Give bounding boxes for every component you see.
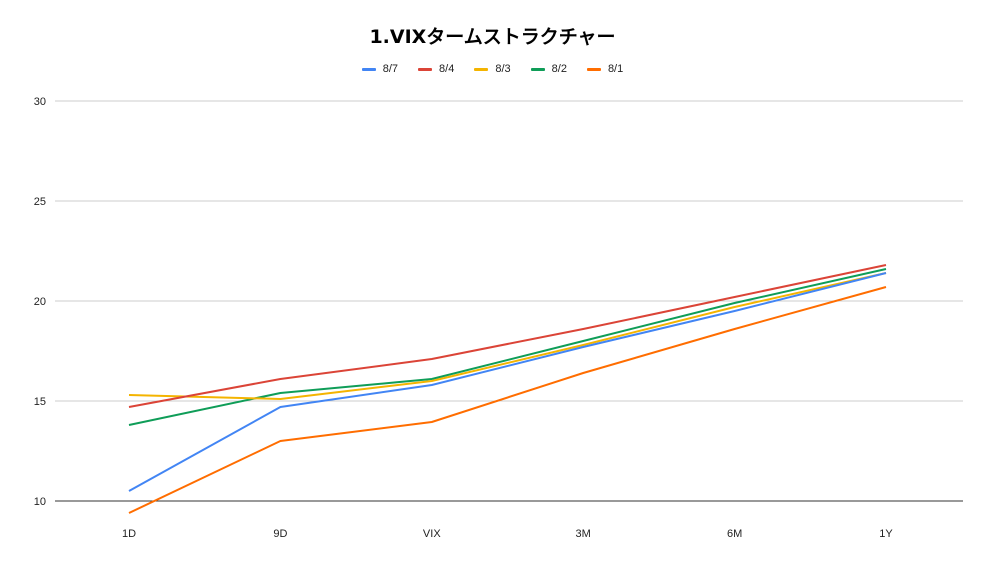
legend: 8/7 8/4 8/3 8/2 8/1 — [0, 63, 985, 75]
x-tick-label: 1D — [122, 528, 136, 540]
legend-item-1[interactable]: 8/4 — [418, 63, 454, 75]
y-tick-label: 30 — [34, 96, 46, 108]
series-line-8-7[interactable] — [128, 272, 887, 492]
y-tick-label: 25 — [34, 196, 46, 208]
y-tick-label: 10 — [34, 496, 46, 508]
series-line-8-4[interactable] — [128, 264, 887, 408]
legend-label-1: 8/4 — [439, 63, 455, 75]
legend-swatch-1 — [418, 67, 433, 71]
x-tick-label: 1Y — [879, 528, 893, 540]
x-tick-label: 6M — [727, 528, 742, 540]
legend-label-3: 8/2 — [551, 63, 567, 75]
legend-swatch-4 — [586, 67, 601, 71]
legend-item-3[interactable]: 8/2 — [530, 63, 567, 75]
series-line-8-3[interactable] — [128, 272, 887, 400]
legend-item-4[interactable]: 8/1 — [586, 63, 624, 75]
legend-swatch-2 — [474, 67, 489, 71]
legend-item-2[interactable]: 8/3 — [474, 63, 511, 75]
x-tick-label: VIX — [423, 528, 441, 540]
y-tick-label: 20 — [34, 296, 46, 308]
legend-item-0[interactable]: 8/7 — [361, 63, 399, 75]
legend-label-4: 8/1 — [607, 63, 624, 75]
series-line-8-1[interactable] — [128, 286, 887, 514]
legend-label-2: 8/3 — [495, 63, 511, 75]
chart-title: 1.VIXタームストラクチャー — [369, 26, 616, 48]
x-tick-label: 9D — [273, 528, 287, 540]
legend-swatch-3 — [530, 67, 545, 71]
x-tick-label: 3M — [576, 528, 591, 540]
legend-swatch-0 — [361, 67, 376, 71]
legend-label-0: 8/7 — [382, 63, 399, 75]
series-line-8-2[interactable] — [128, 268, 887, 426]
y-tick-label: 15 — [34, 396, 46, 408]
